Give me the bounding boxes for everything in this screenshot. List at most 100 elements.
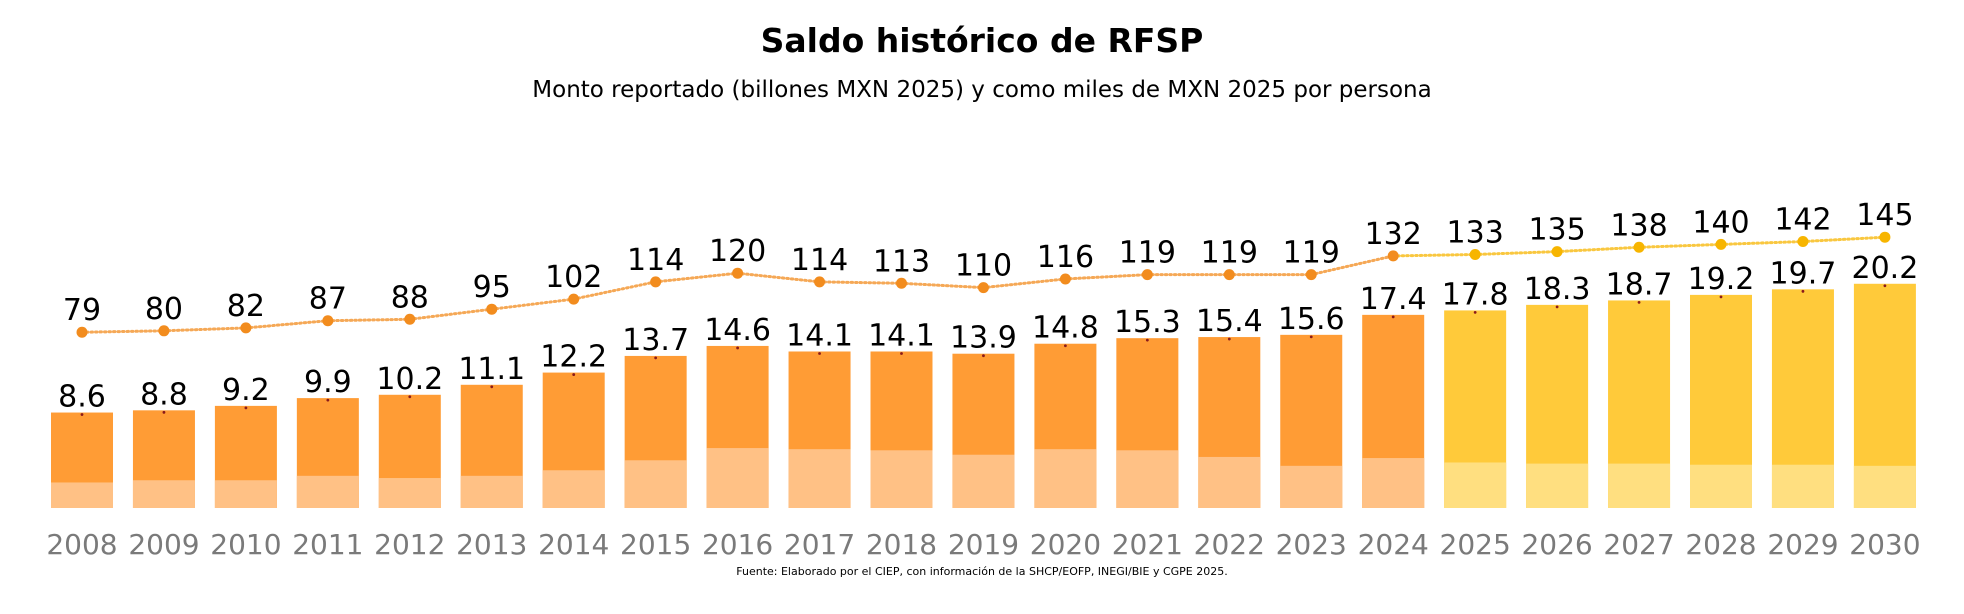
bar-label-2024: 17.4 bbox=[1360, 282, 1427, 317]
bar-label-2016: 14.6 bbox=[704, 313, 771, 348]
per-person-label-2013: 95 bbox=[473, 270, 511, 305]
per-person-label-2028: 140 bbox=[1692, 205, 1749, 240]
bar-label-2025: 17.8 bbox=[1442, 277, 1509, 312]
bar-lower-2011 bbox=[296, 475, 359, 508]
per-person-line-segment-2028 bbox=[1719, 240, 1805, 246]
bar-label-2017: 14.1 bbox=[786, 318, 853, 353]
bar-lower-2023 bbox=[1280, 465, 1343, 508]
bar-lower-2019 bbox=[952, 454, 1015, 508]
bar-label-2029: 19.7 bbox=[1770, 256, 1837, 291]
per-person-line-layer bbox=[76, 231, 1891, 338]
per-person-point-2025 bbox=[1469, 248, 1481, 260]
per-person-label-2021: 119 bbox=[1119, 236, 1176, 271]
bar-top-marker-2011 bbox=[326, 398, 330, 402]
bar-top-marker-2026 bbox=[1555, 305, 1559, 309]
per-person-label-2024: 132 bbox=[1365, 217, 1422, 252]
bar-label-2012: 10.2 bbox=[376, 362, 443, 397]
bar-top-marker-2022 bbox=[1227, 337, 1231, 341]
x-tick-2030: 2030 bbox=[1849, 528, 1920, 561]
per-person-line-segment-2027 bbox=[1637, 242, 1723, 249]
per-person-label-2016: 120 bbox=[709, 234, 766, 269]
bar-top-marker-2014 bbox=[572, 373, 576, 376]
per-person-point-2012 bbox=[404, 313, 416, 325]
per-person-label-2030: 145 bbox=[1856, 198, 1913, 233]
per-person-line-segment-2012 bbox=[408, 307, 494, 321]
bar-top-marker-2012 bbox=[408, 395, 412, 399]
per-person-point-2008 bbox=[76, 326, 88, 338]
per-person-point-2018 bbox=[896, 277, 907, 289]
bar-label-2015: 13.7 bbox=[622, 323, 689, 358]
per-person-label-2014: 102 bbox=[545, 260, 602, 295]
bar-top-marker-2008 bbox=[80, 413, 84, 416]
bar-lower-2015 bbox=[624, 460, 687, 508]
per-person-line-segment-2018 bbox=[900, 281, 985, 290]
bar-top-marker-2017 bbox=[818, 352, 821, 355]
bar-lower-2027 bbox=[1608, 463, 1671, 508]
x-tick-2024: 2024 bbox=[1358, 528, 1429, 561]
bar-label-2023: 15.6 bbox=[1278, 302, 1345, 337]
per-person-line-segment-2010 bbox=[244, 319, 330, 330]
per-person-line-segment-2017 bbox=[818, 280, 903, 285]
per-person-point-2009 bbox=[158, 325, 170, 337]
bar-label-2018: 14.1 bbox=[868, 318, 935, 353]
per-person-point-2013 bbox=[486, 303, 498, 315]
per-person-line-segment-2008 bbox=[80, 329, 166, 334]
bar-top-marker-2021 bbox=[1145, 338, 1149, 342]
per-person-label-2029: 142 bbox=[1774, 203, 1831, 238]
bar-label-2026: 18.3 bbox=[1524, 272, 1591, 307]
per-person-point-2011 bbox=[322, 315, 334, 327]
bar-lower-2018 bbox=[870, 450, 933, 508]
bar-lower-2030 bbox=[1853, 465, 1916, 508]
bar-top-marker-2013 bbox=[490, 385, 494, 389]
per-person-label-2010: 82 bbox=[227, 289, 265, 324]
bars-layer bbox=[51, 283, 1916, 508]
x-tick-2025: 2025 bbox=[1440, 528, 1511, 561]
x-tick-2017: 2017 bbox=[784, 528, 855, 561]
x-tick-2027: 2027 bbox=[1603, 528, 1674, 561]
bar-lower-2026 bbox=[1526, 463, 1589, 508]
per-person-line-segment-2019 bbox=[981, 277, 1067, 290]
x-tick-2014: 2014 bbox=[538, 528, 609, 561]
per-person-label-2008: 79 bbox=[63, 293, 101, 328]
per-person-point-2015 bbox=[650, 276, 662, 288]
bar-lower-2022 bbox=[1198, 456, 1261, 508]
bar-lower-2017 bbox=[788, 449, 851, 508]
labels-layer: 8.6 79 8.8 80 9.2 82 9.9 87 10.2 88 11.1 95 12.2 102 1… bbox=[58, 198, 1918, 414]
chart-source: Fuente: Elaborado por el CIEP, con infor… bbox=[736, 565, 1227, 578]
bar-lower-2025 bbox=[1444, 462, 1507, 508]
per-person-point-2024 bbox=[1387, 250, 1399, 262]
per-person-point-2029 bbox=[1797, 236, 1809, 248]
bar-top-marker-2009 bbox=[162, 410, 166, 414]
x-tick-2019: 2019 bbox=[948, 528, 1019, 561]
per-person-line-segment-2024 bbox=[1391, 252, 1477, 258]
x-tick-2021: 2021 bbox=[1112, 528, 1183, 561]
bar-top-marker-2029 bbox=[1801, 289, 1805, 293]
bar-lower-2024 bbox=[1362, 458, 1425, 508]
per-person-label-2027: 138 bbox=[1610, 208, 1667, 243]
per-person-label-2023: 119 bbox=[1283, 236, 1340, 271]
per-person-line-segment-2014 bbox=[572, 280, 658, 301]
per-person-line-segment-2011 bbox=[326, 317, 412, 323]
x-tick-2012: 2012 bbox=[374, 528, 445, 561]
per-person-label-2026: 135 bbox=[1528, 213, 1585, 248]
bar-label-2014: 12.2 bbox=[540, 340, 607, 375]
bar-top-marker-2016 bbox=[736, 346, 739, 350]
per-person-line-segment-2013 bbox=[490, 297, 576, 311]
per-person-line-segment-2026 bbox=[1555, 245, 1641, 254]
bar-lower-2009 bbox=[132, 480, 195, 508]
per-person-label-2018: 113 bbox=[873, 244, 930, 279]
bar-lower-2020 bbox=[1034, 449, 1097, 508]
per-person-label-2022: 119 bbox=[1201, 236, 1258, 271]
x-tick-2015: 2015 bbox=[620, 528, 691, 561]
per-person-point-2021 bbox=[1141, 269, 1153, 281]
per-person-label-2017: 114 bbox=[791, 243, 848, 278]
bar-lower-2014 bbox=[542, 470, 605, 508]
bar-top-marker-2020 bbox=[1064, 344, 1067, 348]
per-person-point-2010 bbox=[240, 322, 252, 334]
bar-lower-2013 bbox=[460, 475, 523, 508]
per-person-label-2015: 114 bbox=[627, 243, 684, 278]
per-person-point-2020 bbox=[1059, 273, 1071, 285]
per-person-point-2019 bbox=[977, 282, 989, 294]
bar-label-2021: 15.3 bbox=[1114, 305, 1181, 340]
